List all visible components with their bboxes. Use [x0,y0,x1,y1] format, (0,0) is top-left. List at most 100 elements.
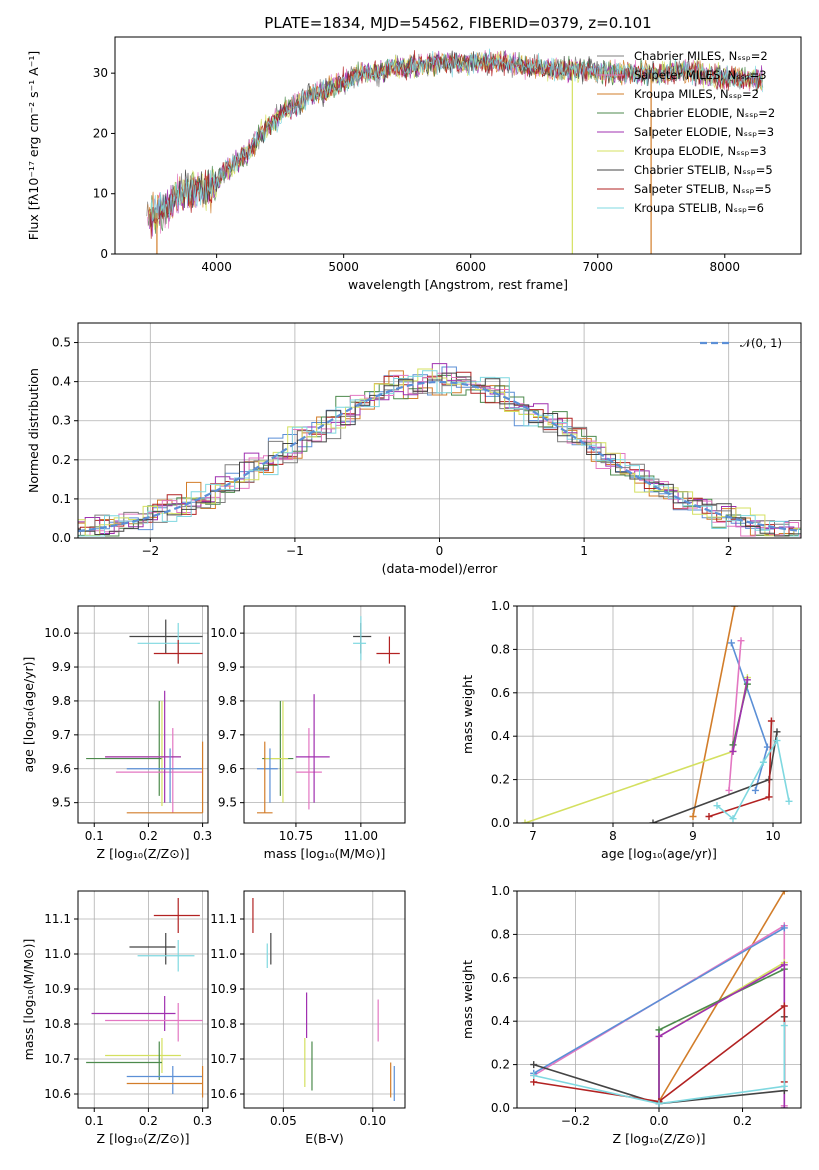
mass-vs-z-point [105,1038,181,1073]
mass-vs-z-point [126,1066,204,1098]
spectrum-legend-label: Kroupa STELIB, Nₛₛₚ=6 [634,201,764,215]
age-vs-mass-point [262,700,294,796]
normal-curve [78,380,801,533]
residuals-xtick-label: −2 [141,544,159,558]
spectrum-xtick-label: 7000 [582,260,613,274]
massweight-vs-z-ytick-label: 0.2 [491,1058,510,1072]
age-vs-mass-ytick-label: 9.5 [218,796,237,810]
age-vs-mass-ytick-label: 10.0 [210,626,237,640]
residuals-xtick-label: 0 [436,544,444,558]
age-vs-mass-point [256,741,273,814]
massweight-vs-z-series-line [533,927,785,1074]
massweight-vs-z-series-line [658,961,785,1104]
spectrum-legend-label: Kroupa MILES, Nₛₛₚ=2 [634,87,759,101]
mass-vs-z-xtick-label: 0.2 [139,1114,158,1128]
massweight-vs-z-series-line [658,891,785,1102]
spectrum-legend-label: Chabrier STELIB, Nₛₛₚ=5 [634,163,773,177]
massweight-vs-z-xtick-label: 0.2 [733,1114,752,1128]
mass-vs-z-point [137,940,195,972]
massweight-vs-age-marker [763,743,771,751]
massweight-vs-age-ytick-label: 0.2 [491,773,510,787]
massweight-vs-age-marker [725,786,733,794]
age-vs-z-point [126,741,204,814]
mass-vs-z-point [105,1003,203,1042]
age-vs-mass-point [256,748,278,803]
age-vs-mass-plot-area [256,616,400,814]
massweight-vs-z-ytick-label: 0.0 [491,1101,510,1115]
residuals-ytick-label: 0.3 [52,414,71,428]
mass-vs-z-plot-area [86,898,204,1098]
massweight-vs-age-xtick-label: 8 [609,829,617,843]
age-vs-z-point [137,622,200,664]
age-vs-z-xtick-label: 0.3 [193,829,212,843]
age-vs-z-ytick-label: 9.8 [52,694,71,708]
age-vs-z-ytick-label: 9.9 [52,660,71,674]
massweight-vs-z-ytick-label: 0.8 [491,927,510,941]
massweight-vs-age-marker [751,786,759,794]
massweight-vs-age-series-line [524,677,749,823]
age-vs-z-ytick-label: 9.7 [52,728,71,742]
massweight-vs-z-marker [780,924,788,932]
mass-vs-z-point [129,933,176,965]
massweight-vs-z-ylabel: mass weight [460,960,475,1039]
massweight-vs-age-marker [729,747,737,755]
age-vs-z-ytick-label: 9.5 [52,796,71,810]
massweight-vs-z-xtick-label: −0.2 [561,1114,590,1128]
spectrum-legend-label: Salpeter ELODIE, Nₛₛₚ=3 [634,125,774,139]
massweight-vs-age-series-line [730,642,769,791]
spectrum-legend-label: Kroupa ELODIE, Nₛₛₚ=3 [634,144,767,158]
mass-vs-ebv-ytick-label: 11.1 [210,912,237,926]
age-vs-mass-point [264,700,289,803]
massweight-vs-age-ytick-label: 0.8 [491,642,510,656]
residuals-xlabel: (data-model)/error [382,561,499,576]
spectrum-plot-area [146,48,764,254]
residual-histogram [78,371,801,537]
massweight-vs-age-marker [767,717,775,725]
age-vs-z-point [105,690,181,803]
mass-vs-z-point [126,1066,203,1094]
mass-vs-ebv-ytick-label: 10.9 [210,982,237,996]
age-vs-mass-xlabel: mass [log₁₀(M/M⊙)] [264,846,386,861]
mass-vs-z-ytick-label: 10.6 [44,1087,71,1101]
massweight-vs-age-ytick-label: 0.0 [491,816,510,830]
age-vs-z-ylabel: age [log₁₀(age/yr)] [21,657,36,773]
age-vs-mass-ytick-label: 9.7 [218,728,237,742]
age-vs-mass-ytick-label: 9.8 [218,694,237,708]
age-vs-mass-point [376,636,400,664]
massweight-vs-age-panel: 7 8 9 10 0.0 0.2 0.4 0.6 0.8 1.0 age [log₁₀(age/yr… [460,599,802,861]
massweight-vs-z-marker [780,961,788,969]
age-vs-mass-point [295,694,330,803]
residual-legend-label: 𝒩(0, 1) [740,336,782,350]
mass-vs-ebv-ytick-label: 10.7 [210,1052,237,1066]
spectrum-series-line [150,48,763,222]
age-vs-mass-point [353,616,367,661]
spectrum-ytick-label: 10 [93,187,108,201]
mass-vs-z-ylabel: mass [log₁₀(M/M⊙)] [21,939,36,1061]
massweight-vs-age-marker [729,815,737,823]
mass-vs-z-xlabel: Z [log₁₀(Z/Z⊙)] [97,1131,190,1146]
massweight-vs-z-panel: −0.2 0.0 0.2 0.0 0.2 0.4 0.6 0.8 1.0 Z [log₁₀(Z/Z… [460,884,802,1146]
massweight-vs-age-marker [521,819,529,823]
age-vs-mass-point [353,622,372,654]
massweight-vs-age-marker [705,812,713,820]
age-vs-mass-ytick-label: 9.6 [218,762,237,776]
massweight-vs-age-marker [713,802,721,810]
spectrum-ytick-label: 20 [93,126,108,140]
massweight-vs-age-marker [737,637,745,645]
residuals-xtick-label: 1 [580,544,588,558]
age-vs-mass-xtick-label: 10.75 [279,829,313,843]
spectrum-frame [114,36,802,255]
age-vs-z-ytick-label: 9.6 [52,762,71,776]
spectrum-ylabel: Flux [fλ10⁻¹⁷ erg cm⁻² s⁻¹ A⁻¹] [26,51,41,240]
massweight-vs-z-marker [780,1022,788,1030]
age-vs-mass-ytick-label: 9.9 [218,660,237,674]
massweight-vs-age-frame [516,605,802,824]
residuals-ytick-label: 0.4 [52,375,71,389]
age-vs-mass-point [295,728,322,810]
spectrum-xtick-label: 8000 [710,260,741,274]
age-vs-z-xtick-label: 0.2 [139,829,158,843]
age-vs-z-plot-area [86,619,204,814]
residuals-ytick-label: 0.0 [52,531,71,545]
mass-vs-ebv-panel: 0.05 0.10 10.6 10.7 10.8 10.9 11.0 11.1 E(B-V) [210,890,406,1146]
